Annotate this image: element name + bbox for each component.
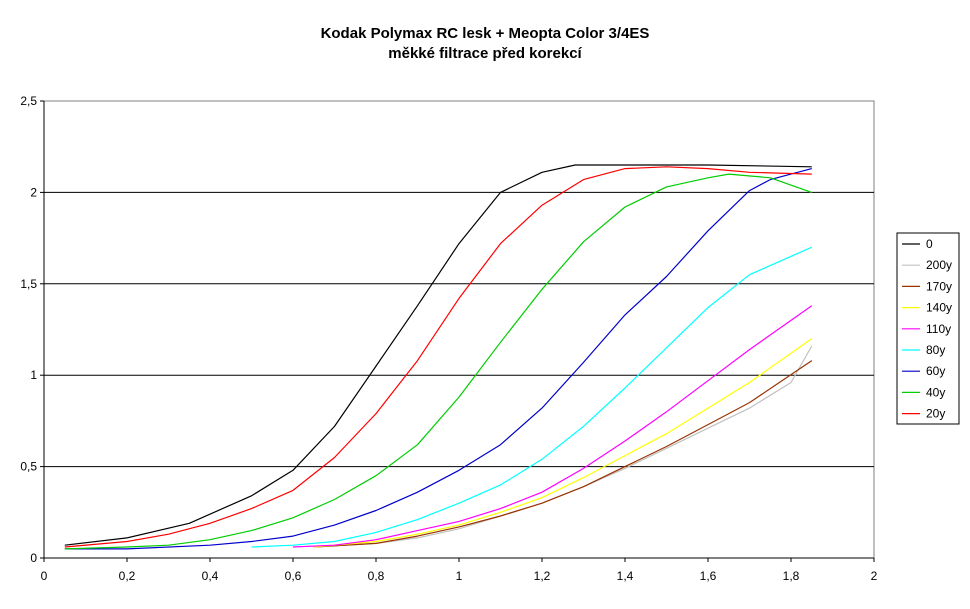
chart-title-line-2: měkké filtrace před korekcí (388, 45, 582, 62)
x-tick-label: 2 (871, 569, 878, 583)
series-line-80y (251, 246, 813, 548)
y-tick-label: 2,5 (20, 94, 37, 108)
legend-label-80y: 80y (926, 343, 945, 357)
gridlines (44, 191, 874, 468)
x-tick-label: 0,2 (119, 569, 136, 583)
chart-title-line-1: Kodak Polymax RC lesk + Meopta Color 3/4… (321, 25, 650, 42)
legend-label-200y: 200y (926, 258, 952, 272)
series-lines (64, 164, 813, 550)
legend-label-0: 0 (926, 237, 933, 251)
x-axis: 0 0,2 0,4 0,6 0,8 1 1,2 1,4 1,6 1,8 2 (41, 557, 878, 583)
legend-label-140y: 140y (926, 301, 952, 315)
legend-label-40y: 40y (926, 385, 945, 399)
y-tick-label: 0,5 (20, 460, 37, 474)
series-line-110y (292, 305, 813, 548)
x-tick-label: 1 (456, 569, 463, 583)
x-tick-label: 1,6 (700, 569, 717, 583)
x-tick-label: 1,8 (783, 569, 800, 583)
plot-area (43, 100, 875, 559)
x-tick-label: 0,4 (202, 569, 219, 583)
legend: 0 200y 170y 140y 110y 80y 60y 40y 20y (896, 232, 960, 425)
y-tick-label: 1,5 (20, 277, 37, 291)
x-tick-label: 0,6 (285, 569, 302, 583)
y-tick-label: 2 (30, 185, 37, 199)
x-tick-label: 0 (41, 569, 48, 583)
series-line-140y (313, 338, 813, 548)
y-axis: 0 0,5 1 1,5 2 2,5 (20, 94, 45, 565)
legend-label-170y: 170y (926, 279, 952, 293)
legend-label-110y: 110y (926, 322, 951, 336)
series-line-40y (64, 173, 812, 550)
y-tick-label: 1 (30, 368, 37, 382)
series-line-0 (64, 164, 812, 546)
series-line-20y (64, 166, 812, 548)
x-tick-label: 0,8 (368, 569, 385, 583)
x-tick-label: 1,2 (534, 569, 551, 583)
y-tick-label: 0 (30, 551, 37, 565)
legend-label-20y: 20y (926, 407, 945, 421)
x-tick-label: 1,4 (617, 569, 634, 583)
series-line-170y (313, 360, 813, 548)
legend-label-60y: 60y (926, 364, 945, 378)
series-line-60y (64, 168, 812, 550)
